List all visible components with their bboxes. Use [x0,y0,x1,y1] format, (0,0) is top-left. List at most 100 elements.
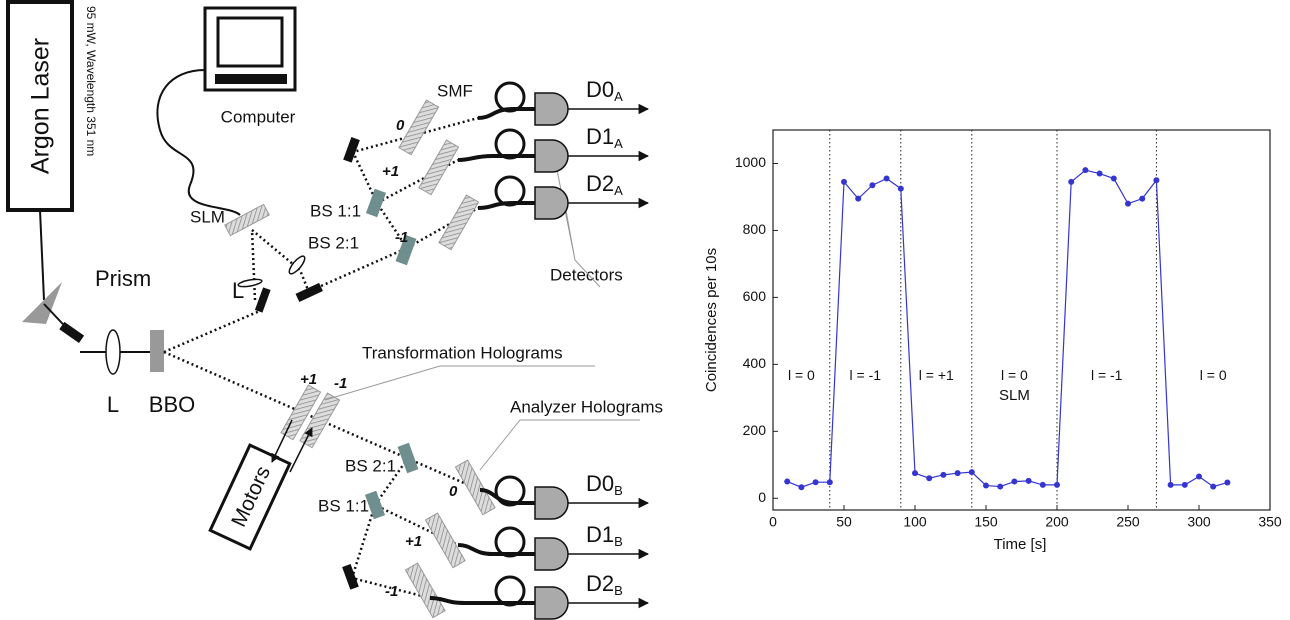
motor-arrow [272,420,312,473]
fiber [477,107,535,120]
beam-splitter [397,442,419,474]
data-point [841,178,847,185]
screen [216,16,284,68]
order-label: +1 [300,371,317,388]
bbo-crystal [150,330,164,372]
lens [288,255,306,275]
pointer [324,365,595,401]
y-tick-label: 0 [758,489,766,505]
hologram [454,459,496,516]
mirror [342,564,359,590]
detector [534,586,569,620]
data-point [1181,481,1188,488]
idler-beam [163,229,310,354]
data-point [1110,175,1117,182]
data-point [897,185,904,192]
data-point [1196,473,1202,480]
y-tick-label: 800 [743,221,767,237]
prism [22,282,62,324]
data-point [983,482,989,489]
hologram [418,139,460,196]
beam-splitter [365,188,387,218]
detector-name: D1 [586,522,614,547]
laser-spec: 95 mW, Wavelength 351 nm [84,6,98,156]
x-tick-label: 0 [769,514,777,530]
detector-subscript: A [614,136,623,151]
fiber-loop [494,81,526,113]
mirror [59,321,85,343]
detector-subscript: A [614,89,623,104]
data-point [1167,481,1174,488]
order-label: -1 [334,375,347,392]
detector [534,486,569,520]
mirror [254,287,271,313]
fiber [457,543,535,556]
x-tick-label: 150 [974,514,998,530]
hologram [424,512,466,569]
y-tick-label: 200 [743,422,767,438]
data-point [869,182,876,189]
order-label: +1 [405,533,422,550]
region-label: l = 0 [1001,367,1028,383]
y-axis-label: Coincidences per 10s [703,248,720,392]
data-line [786,169,1228,488]
computer-label: Computer [221,107,296,126]
fiber-loop [494,475,526,507]
arm-b-beams [163,350,481,600]
slm-label: SLM [999,387,1030,404]
detectors-label: Detectors [550,265,623,284]
fiber-loop [494,128,526,160]
lens-label: L [107,392,119,417]
data-point [968,469,975,476]
fiber [477,201,535,210]
pointer [479,419,640,471]
hologram [438,194,480,251]
mirror [343,137,360,163]
hologram [398,99,440,156]
x-tick-label: 50 [836,514,852,530]
data-point [912,470,918,477]
data-point [1224,479,1231,486]
x-tick-label: 250 [1116,514,1140,530]
detector [534,92,569,126]
order-label: +1 [382,163,399,180]
detector-subscript: B [614,534,623,549]
data-point [940,471,947,478]
data-point [926,475,933,482]
detector-label: D1B [586,522,623,550]
order-label: -1 [385,583,398,600]
data-point [1025,477,1032,484]
chart: Time [s] Coincidences per 10s 0 50 100 150 2… [703,129,1282,553]
fiber [429,596,535,605]
detector [534,139,569,173]
data-point [1082,167,1089,174]
y-tick-label: 400 [743,355,767,371]
bs-label: BS 1:1 [318,496,369,515]
x-tick-label: 100 [903,514,927,530]
order-label: -1 [395,229,408,246]
x-tick-label: 200 [1045,514,1069,530]
data-point [1210,483,1217,490]
lens-label: L [232,278,244,303]
lens [105,329,121,375]
data-point [954,470,961,477]
detector [534,537,569,571]
region-label: l = 0 [1200,367,1227,383]
data-point [1054,481,1060,488]
data-point [1039,481,1046,488]
prism-label: Prism [95,266,151,291]
fiber-loop [494,575,526,607]
detector-name: D2 [586,171,614,196]
x-axis-label: Time [s] [994,536,1047,553]
detector-subscript: B [614,583,623,598]
detector-label: D0B [586,471,623,499]
pump-beam [39,209,45,301]
detector-label: D0A [586,77,623,105]
slm-label: SLM [190,207,225,226]
analyzer-label: Analyzer Holograms [510,397,663,416]
detector [534,186,569,220]
beam-splitter [364,490,386,520]
slm [224,203,270,237]
